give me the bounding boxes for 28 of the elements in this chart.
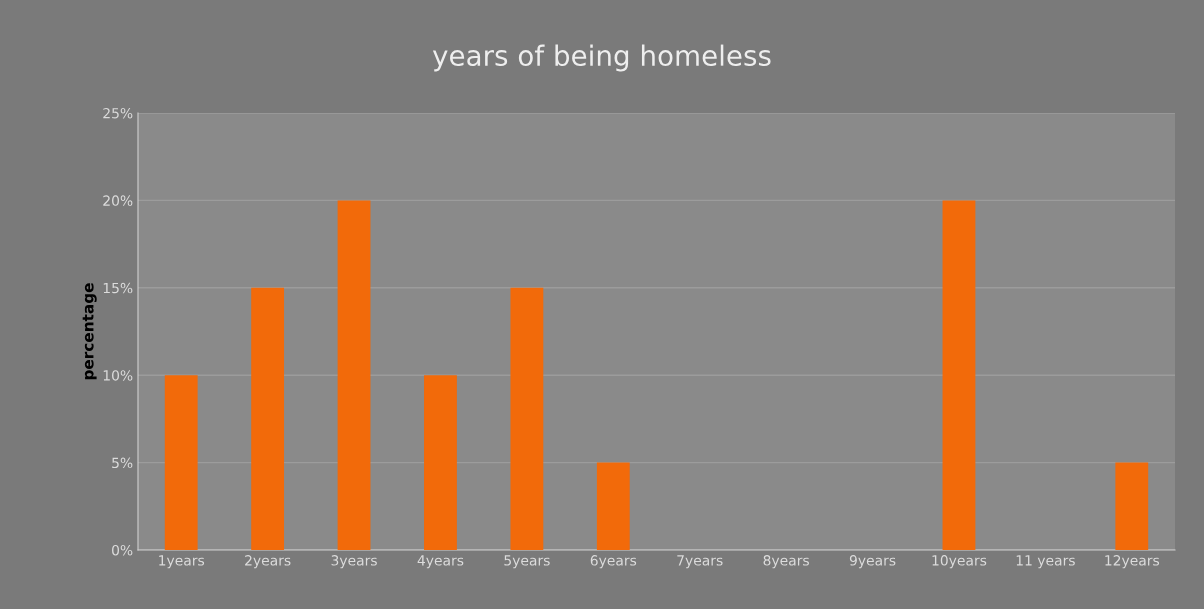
x-tick-label: 5years (504, 555, 550, 569)
bar (337, 200, 371, 550)
bar (164, 375, 198, 550)
y-tick-label: 5% (112, 457, 133, 469)
y-tick-label: 15% (103, 282, 133, 294)
x-tick-label: 4years (417, 555, 464, 569)
chart-title: years of being homeless (432, 44, 771, 72)
y-tick-label: 10% (103, 370, 133, 381)
x-tick-label: 9years (849, 555, 896, 569)
x-tick-label: 11 years (1016, 555, 1075, 569)
x-tick-label: 12years (1105, 555, 1160, 569)
x-tick-label: 1years (159, 555, 205, 569)
bar (596, 462, 630, 550)
x-tick-label: 2years (245, 555, 291, 569)
x-tick-label: 8years (763, 555, 809, 569)
bar (251, 287, 285, 550)
bar (510, 287, 544, 550)
x-tick-label: 3years (331, 555, 377, 569)
y-tick-label: 0% (112, 544, 133, 556)
x-tick-label: 6years (590, 555, 637, 569)
bar (1115, 462, 1149, 550)
bar (942, 200, 976, 550)
y-axis-title: percentage (82, 283, 97, 380)
x-tick-label: 7years (677, 555, 723, 569)
x-tick-label: 10years (932, 555, 987, 569)
y-tick-label: 25% (103, 107, 133, 119)
y-tick-label: 20% (103, 195, 133, 206)
bar (424, 375, 457, 550)
